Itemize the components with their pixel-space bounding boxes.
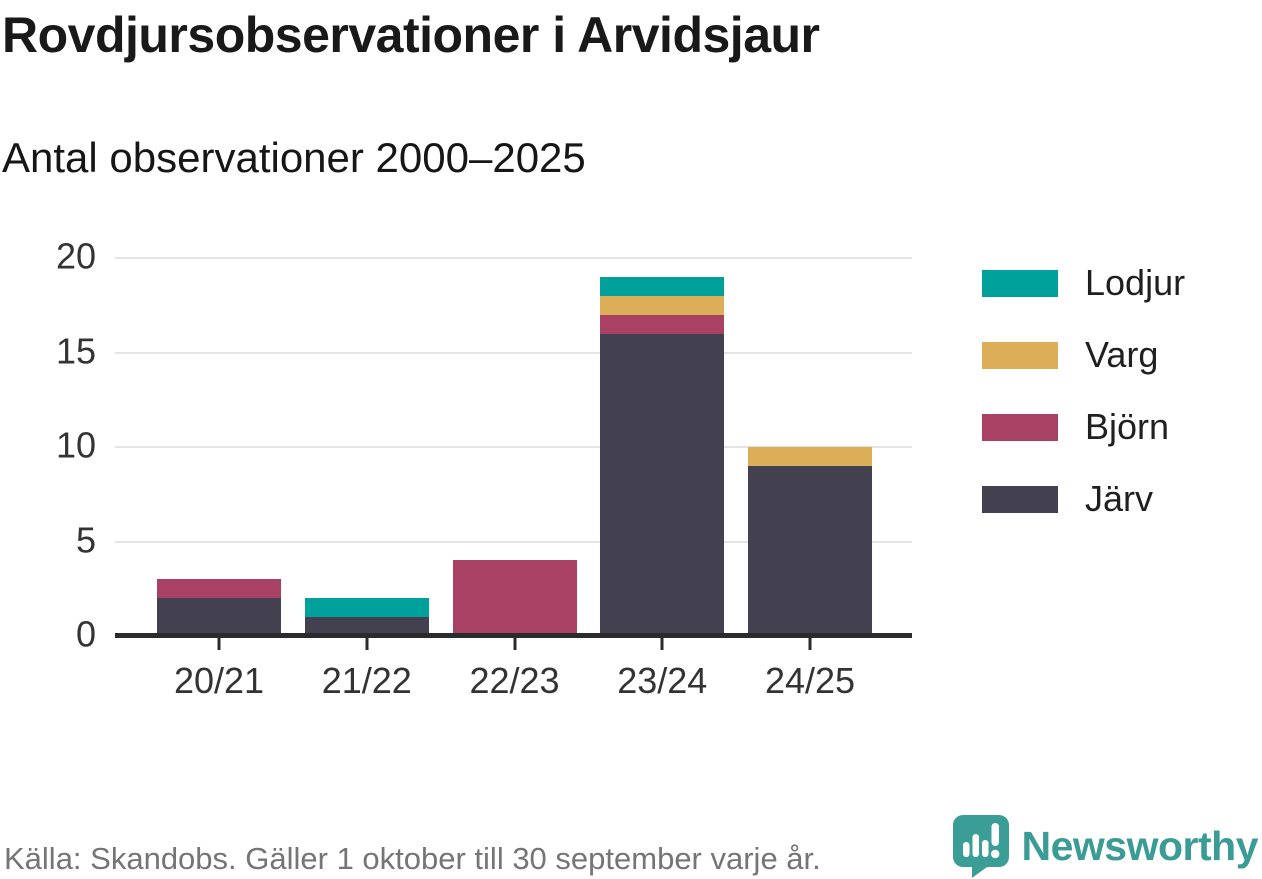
x-axis-line <box>115 633 912 638</box>
y-axis-label: 20 <box>55 235 96 277</box>
x-axis-tick <box>365 638 369 650</box>
x-axis-label: 20/21 <box>173 660 265 701</box>
x-axis-tick <box>808 638 812 650</box>
bar-segment-jrv <box>748 465 872 636</box>
gridline <box>115 540 912 543</box>
legend-item-lodjur: Lodjur <box>982 262 1185 304</box>
y-axis-label: 10 <box>55 424 96 466</box>
bar-segment-bjrn <box>452 560 577 636</box>
y-axis-label: 5 <box>75 519 96 561</box>
bar-segment-lodjur <box>304 598 429 618</box>
legend-label: Varg <box>1085 334 1159 375</box>
bar-segment-varg <box>600 295 725 315</box>
x-axis-label: 24/25 <box>764 660 856 701</box>
bar-segment-jrv <box>157 598 281 636</box>
gridline <box>115 446 912 448</box>
legend-swatch <box>982 413 1058 441</box>
chart-title: Rovdjursobservationer i Arvidsjaur <box>2 7 820 63</box>
legend-item-jrv: Järv <box>982 478 1185 520</box>
newsworthy-wordmark: Newsworthy <box>1021 822 1259 869</box>
y-axis-label: 15 <box>55 330 96 372</box>
x-axis-label: 23/24 <box>617 660 708 701</box>
bar-segment-jrv <box>304 617 429 636</box>
bar-segment-varg <box>748 447 872 466</box>
legend-label: Björn <box>1085 406 1170 447</box>
y-axis-label: 0 <box>75 613 96 655</box>
source-note: Källa: Skandobs. Gäller 1 oktober till 3… <box>4 841 821 876</box>
newsworthy-icon <box>952 814 1010 878</box>
legend-label: Järv <box>1085 478 1154 519</box>
legend-item-varg: Varg <box>982 334 1185 376</box>
bar-segment-bjrn <box>600 314 725 334</box>
bar-segment-jrv <box>600 333 725 636</box>
x-axis-tick <box>660 638 664 650</box>
legend-swatch <box>982 485 1058 513</box>
chart-subtitle: Antal observationer 2000–2025 <box>2 134 586 181</box>
newsworthy-logo: Newsworthy <box>952 814 1259 878</box>
legend-swatch <box>982 341 1058 369</box>
x-axis-label: 22/23 <box>469 660 560 701</box>
chart-legend: Lodjur Varg Björn Järv <box>982 262 1185 520</box>
legend-item-bjrn: Björn <box>982 406 1185 448</box>
x-axis-tick <box>217 638 221 650</box>
x-axis-label: 21/22 <box>321 660 412 701</box>
bar-segment-lodjur <box>600 276 725 296</box>
legend-label: Lodjur <box>1085 262 1186 303</box>
legend-swatch <box>982 269 1058 297</box>
x-axis-tick <box>513 638 516 650</box>
gridline <box>115 257 912 259</box>
bar-segment-bjrn <box>157 579 281 599</box>
gridline <box>115 351 912 354</box>
